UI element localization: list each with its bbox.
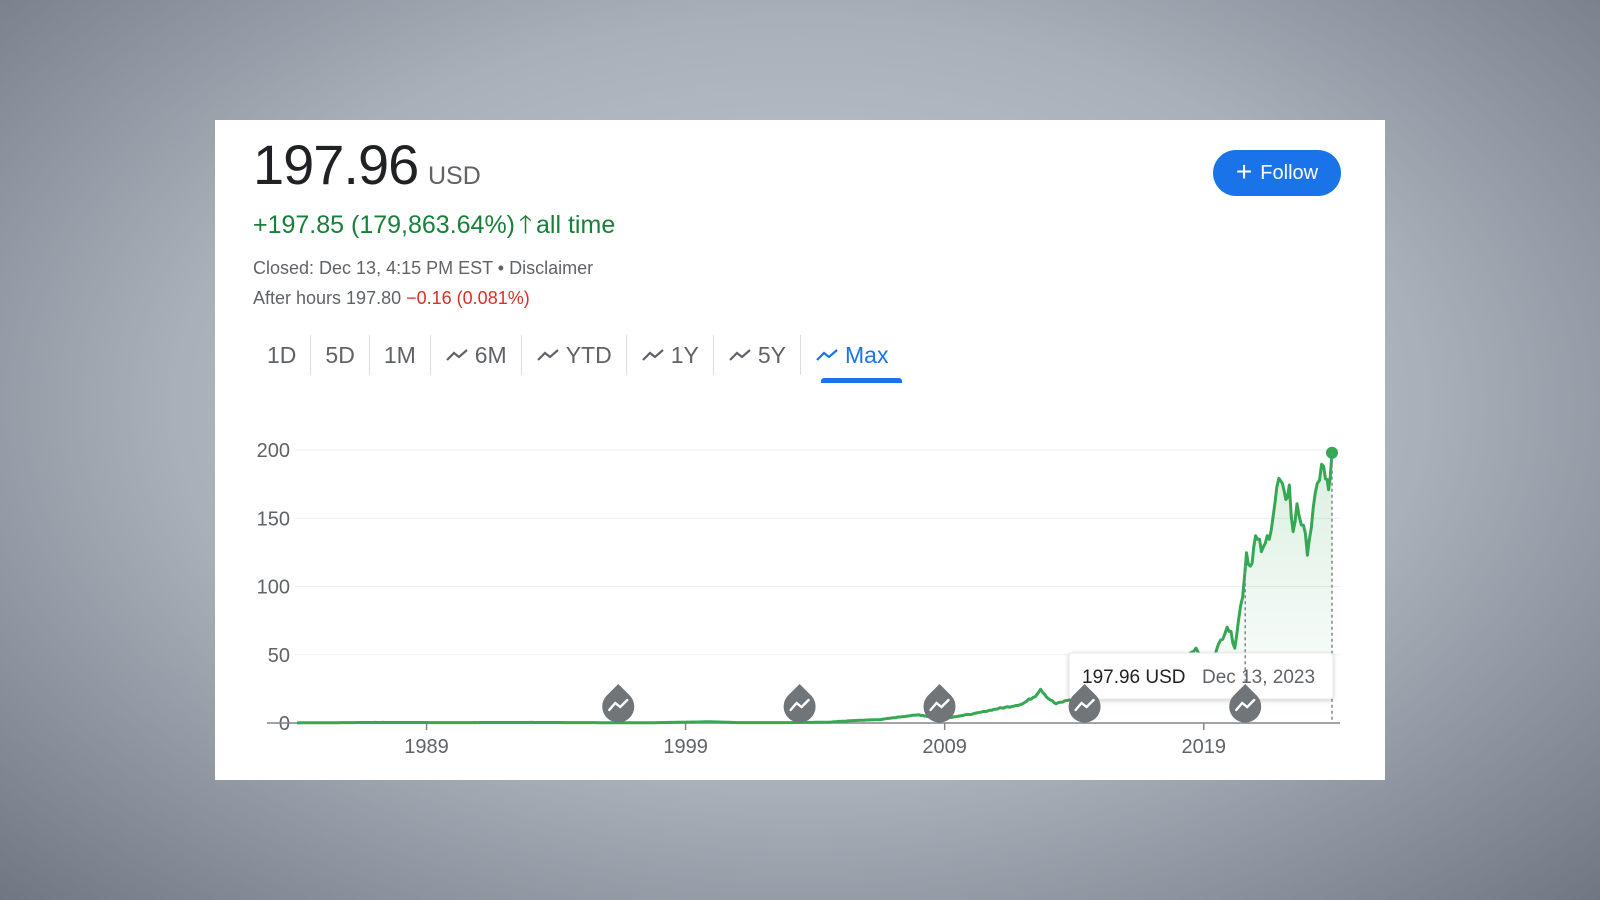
tab-5y[interactable]: 5Y [714,335,801,375]
tab-6m[interactable]: 6M [431,335,522,375]
news-marker-icon[interactable] [1068,684,1101,723]
x-tick-label: 1999 [663,736,708,758]
tab-label: 1D [267,341,297,368]
trend-icon [729,349,751,361]
tab-label: 1M [383,341,416,368]
tab-label: 1Y [670,341,699,368]
tab-label: 6M [474,341,507,368]
trend-icon [445,349,468,361]
change-period: all time [536,211,616,239]
trend-icon [536,349,559,361]
news-marker-icon[interactable] [602,684,635,723]
x-tick-label: 2019 [1182,736,1227,758]
after-hours: After hours 197.80 −0.16 (0.081%) [253,288,530,309]
after-hours-price: After hours 197.80 [253,288,402,308]
news-marker-icon[interactable] [783,684,816,723]
currency-label: USD [428,162,481,190]
tab-label: YTD [565,341,612,368]
y-tick-label: 200 [257,440,290,462]
y-tick-label: 150 [257,508,290,530]
y-tick-label: 100 [257,577,290,599]
y-tick-label: 50 [268,645,290,667]
tab-5d[interactable]: 5D [311,335,370,375]
follow-label: Follow [1260,161,1319,184]
x-tick-label: 2009 [922,736,967,758]
current-price: 197.96 [253,133,419,196]
tab-max[interactable]: Max [801,335,903,383]
news-marker-icon[interactable] [923,684,956,723]
follow-button[interactable]: + Follow [1213,150,1341,196]
arrow-up-icon: 🡑 [519,211,533,239]
tooltip-date: Dec 13, 2023 [1202,667,1315,688]
tab-1d[interactable]: 1D [253,335,312,375]
tooltip-box [1068,652,1334,700]
price-change: +197.85 (179,863.64%) 🡑 all time [253,206,615,249]
change-value: +197.85 (179,863.64%) [253,211,516,239]
after-hours-change: −0.16 (0.081%) [406,288,530,308]
x-tick-label: 1989 [404,736,449,758]
plus-icon: + [1235,155,1253,187]
trend-icon [816,349,838,361]
tab-1y[interactable]: 1Y [627,335,714,375]
trend-icon [641,349,664,361]
market-status: Closed: Dec 13, 4:15 PM EST • Disclaimer [253,258,594,278]
news-marker-icon[interactable] [1229,684,1262,723]
tab-label: 5Y [757,341,786,368]
tab-1m[interactable]: 1M [370,335,431,375]
y-tick-label: 0 [279,713,290,735]
time-range-tabs: 1D 5D 1M 6M YTD 1Y 5Y Max [253,334,903,383]
tab-label: 5D [325,341,355,368]
tab-ytd[interactable]: YTD [522,335,627,375]
tooltip-value: 197.96 USD [1082,667,1186,688]
tab-label: Max [845,341,889,368]
